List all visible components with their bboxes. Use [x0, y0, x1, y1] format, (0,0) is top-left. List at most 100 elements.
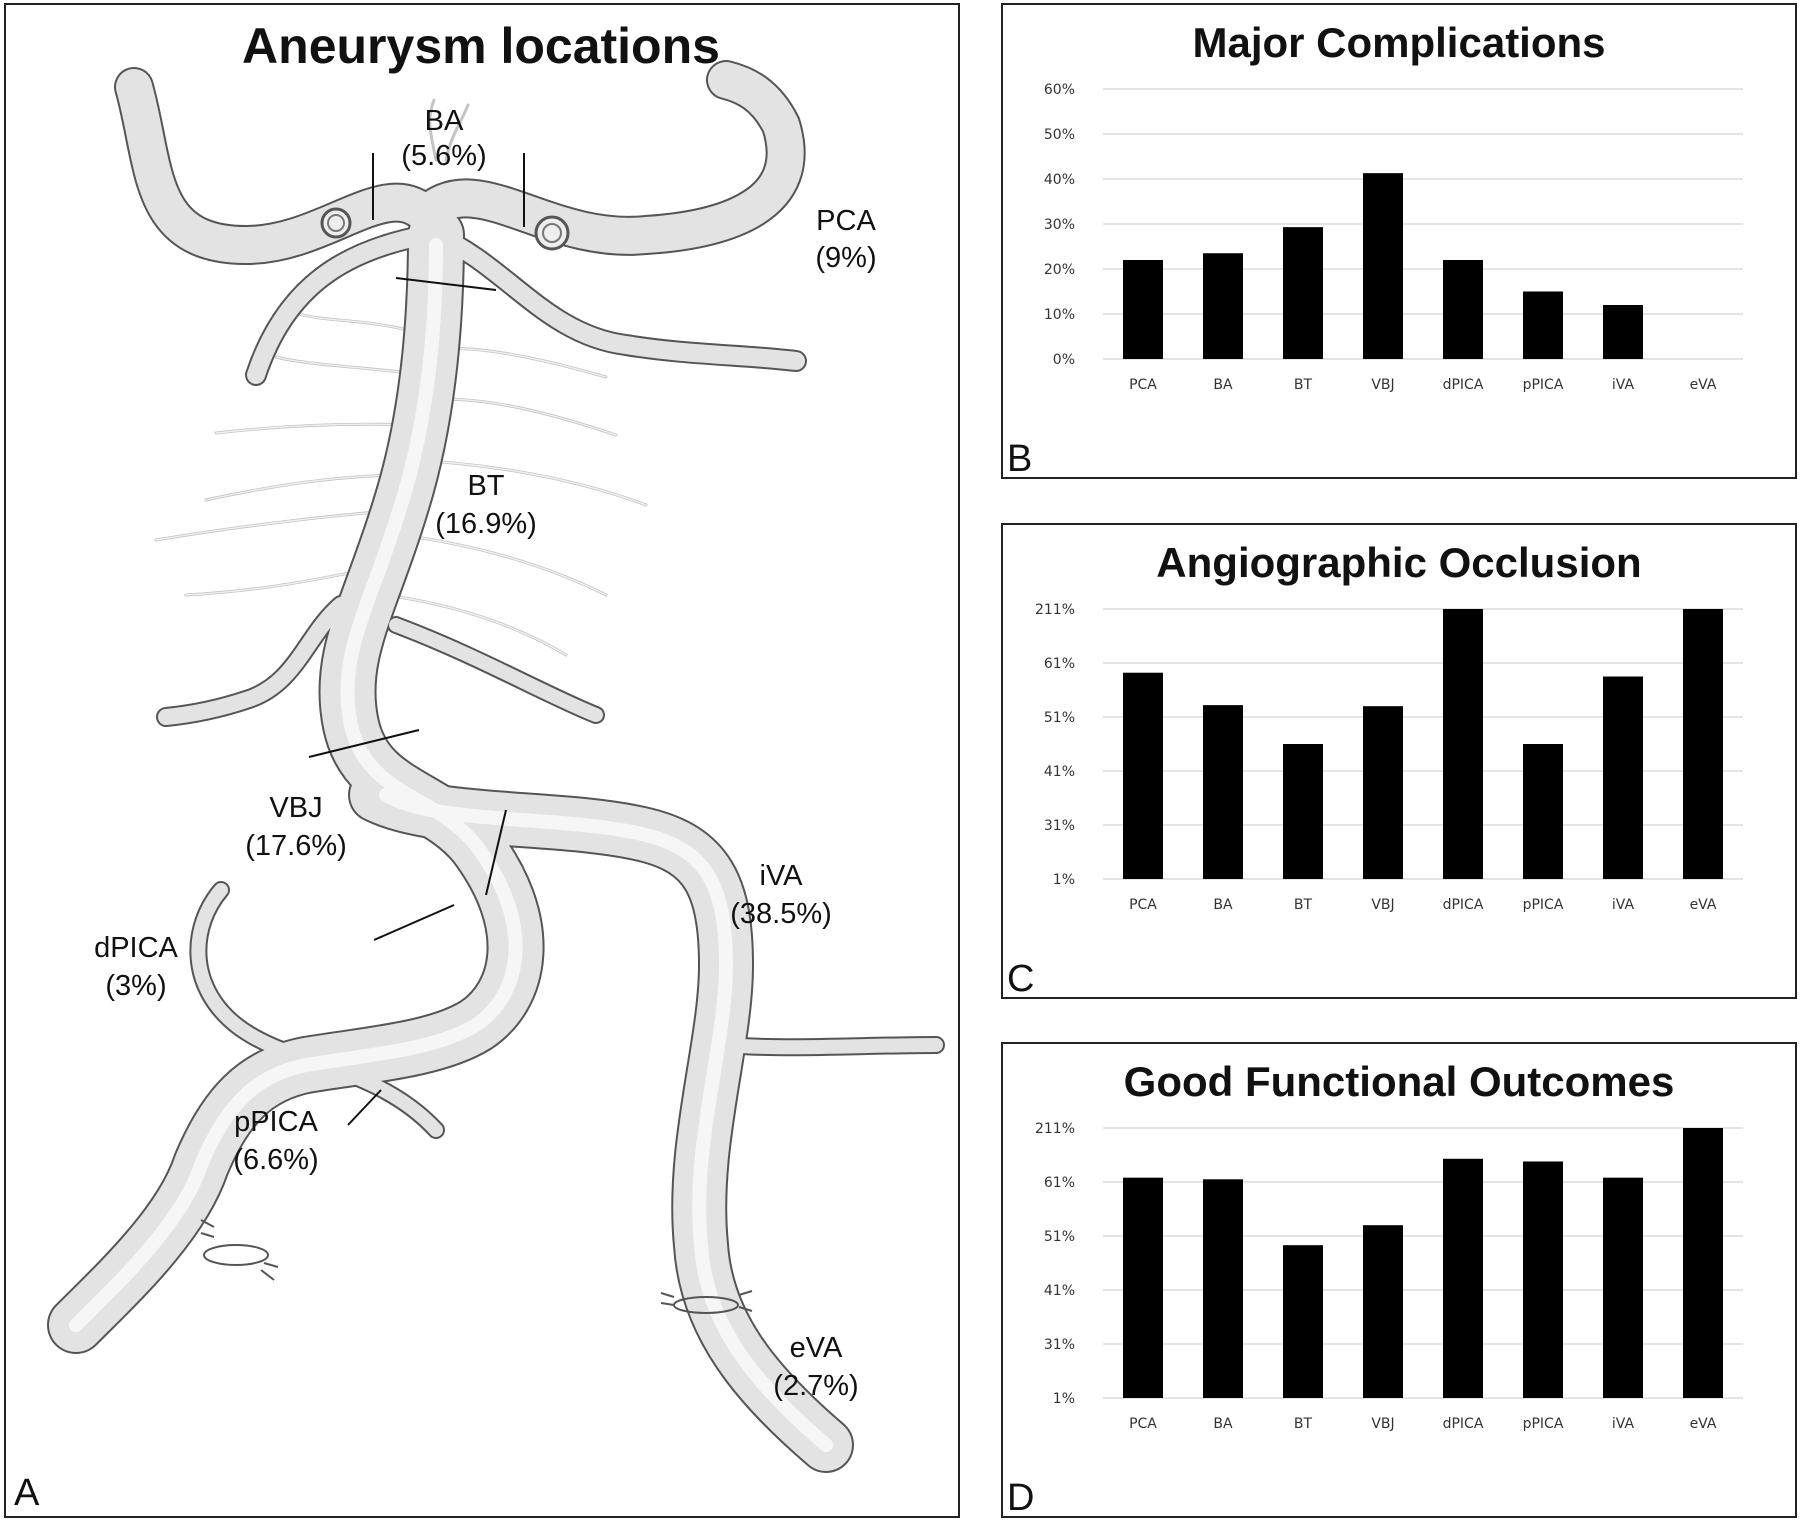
x-category-label: eVA [1690, 1416, 1717, 1432]
good-functional-outcomes-chart: Good Functional Outcomes 1% 31% 41% 51% 61% 2… [1001, 1042, 1797, 1518]
x-category-label: iVA [1612, 377, 1635, 393]
x-category-label: BT [1294, 377, 1313, 393]
bar-bt [1283, 1245, 1323, 1398]
y-tick-label: 10% [1044, 307, 1075, 323]
bar-iva [1603, 676, 1643, 879]
x-category-label: BA [1213, 1416, 1233, 1432]
bar-pca [1123, 1177, 1163, 1398]
y-tick-label: 211% [1035, 1121, 1075, 1137]
y-tick-label: 50% [1044, 127, 1075, 143]
label-dpica-pct: (3%) [105, 970, 166, 1002]
bar-ppica [1523, 744, 1563, 879]
chart-title: Good Functional Outcomes [1124, 1058, 1675, 1105]
bar-ba [1203, 1179, 1243, 1398]
bar-ppica [1523, 291, 1563, 359]
panel-b-letter: B [1007, 438, 1032, 477]
suture-marks [200, 1219, 753, 1314]
chart-svg-1: Angiographic Occlusion 1% 31% 41% 51% 61% 211… [1007, 539, 1743, 997]
x-category-label: dPICA [1443, 377, 1484, 393]
label-bt-name: BT [467, 470, 504, 502]
label-bt-pct: (16.9%) [435, 508, 537, 540]
x-category-label: PCA [1129, 1416, 1157, 1432]
y-tick-label: 211% [1035, 602, 1075, 618]
bar-vbj [1363, 173, 1403, 359]
y-tick-label: 1% [1053, 1391, 1075, 1407]
chart-title: Angiographic Occlusion [1156, 539, 1641, 586]
panel-d-letter: D [1007, 1477, 1034, 1516]
label-ba-name: BA [425, 105, 464, 137]
label-eva-name: eVA [790, 1332, 843, 1364]
vascular-illustration: Aneurysm locations BA (5.6%) PCA (9%) BT… [14, 18, 945, 1514]
bar-pca [1123, 672, 1163, 879]
bar-dpica [1443, 260, 1483, 359]
bar-pca [1123, 260, 1163, 359]
y-tick-label: 30% [1044, 217, 1075, 233]
x-category-label: dPICA [1443, 897, 1484, 913]
bar-eva [1683, 609, 1723, 879]
bar-ppica [1523, 1161, 1563, 1398]
x-category-label: pPICA [1523, 897, 1564, 913]
x-category-label: iVA [1612, 1416, 1635, 1432]
label-vbj-pct: (17.6%) [245, 830, 347, 862]
label-ba-pct: (5.6%) [401, 140, 486, 172]
bar-vbj [1363, 706, 1403, 879]
x-category-label: pPICA [1523, 1416, 1564, 1432]
label-iva-name: iVA [760, 860, 804, 892]
x-category-label: BA [1213, 897, 1233, 913]
bar-ba [1203, 705, 1243, 879]
segment-markers [308, 153, 525, 1126]
angiographic-occlusion-chart: Angiographic Occlusion 1% 31% 41% 51% 61% 211… [1001, 523, 1797, 999]
y-tick-label: 51% [1044, 710, 1075, 726]
x-category-label: eVA [1690, 377, 1717, 393]
x-category-label: BT [1294, 1416, 1313, 1432]
x-category-label: BA [1213, 377, 1233, 393]
y-tick-label: 61% [1044, 1175, 1075, 1191]
y-tick-label: 51% [1044, 1229, 1075, 1245]
bar-bt [1283, 744, 1323, 879]
x-category-label: iVA [1612, 897, 1635, 913]
bar-iva [1603, 1177, 1643, 1398]
vessel-fill [49, 62, 943, 1471]
label-pca-pct: (9%) [815, 242, 876, 274]
label-ppica-pct: (6.6%) [233, 1144, 318, 1176]
label-dpica-name: dPICA [94, 932, 178, 964]
y-tick-label: 60% [1044, 82, 1075, 98]
y-tick-label: 31% [1044, 818, 1075, 834]
chart-svg-2: Good Functional Outcomes 1% 31% 41% 51% 61% 2… [1007, 1058, 1743, 1516]
bar-iva [1603, 305, 1643, 359]
label-vbj-name: VBJ [269, 792, 322, 824]
y-tick-label: 31% [1044, 1337, 1075, 1353]
bar-dpica [1443, 609, 1483, 879]
x-category-label: dPICA [1443, 1416, 1484, 1432]
aneurysm-locations-panel: Aneurysm locations BA (5.6%) PCA (9%) BT… [4, 3, 960, 1518]
y-tick-label: 41% [1044, 1283, 1075, 1299]
x-category-label: pPICA [1523, 377, 1564, 393]
x-category-label: BT [1294, 897, 1313, 913]
panel-a-title: Aneurysm locations [242, 18, 720, 74]
label-iva-pct: (38.5%) [730, 898, 832, 930]
x-category-label: PCA [1129, 897, 1157, 913]
bar-bt [1283, 227, 1323, 359]
chart-title: Major Complications [1192, 19, 1605, 66]
panel-c-letter: C [1007, 958, 1034, 997]
x-category-label: PCA [1129, 377, 1157, 393]
x-category-label: VBJ [1371, 897, 1394, 913]
bar-dpica [1443, 1158, 1483, 1398]
bar-eva [1683, 1128, 1723, 1398]
y-tick-label: 0% [1053, 352, 1075, 368]
label-eva-pct: (2.7%) [773, 1370, 858, 1402]
bar-ba [1203, 253, 1243, 359]
x-category-label: VBJ [1371, 377, 1394, 393]
label-pca-name: PCA [816, 205, 876, 237]
bar-vbj [1363, 1225, 1403, 1398]
y-tick-label: 20% [1044, 262, 1075, 278]
x-category-label: VBJ [1371, 1416, 1394, 1432]
vessel-highlight [69, 238, 833, 1452]
panel-a-letter: A [14, 1472, 40, 1514]
y-tick-label: 1% [1053, 872, 1075, 888]
y-tick-label: 40% [1044, 172, 1075, 188]
chart-svg-0: Major Complications 0% 10% 20% 30% 40% 50% 60%… [1007, 19, 1743, 477]
label-ppica-name: pPICA [234, 1106, 318, 1138]
y-tick-label: 41% [1044, 764, 1075, 780]
x-category-label: eVA [1690, 897, 1717, 913]
